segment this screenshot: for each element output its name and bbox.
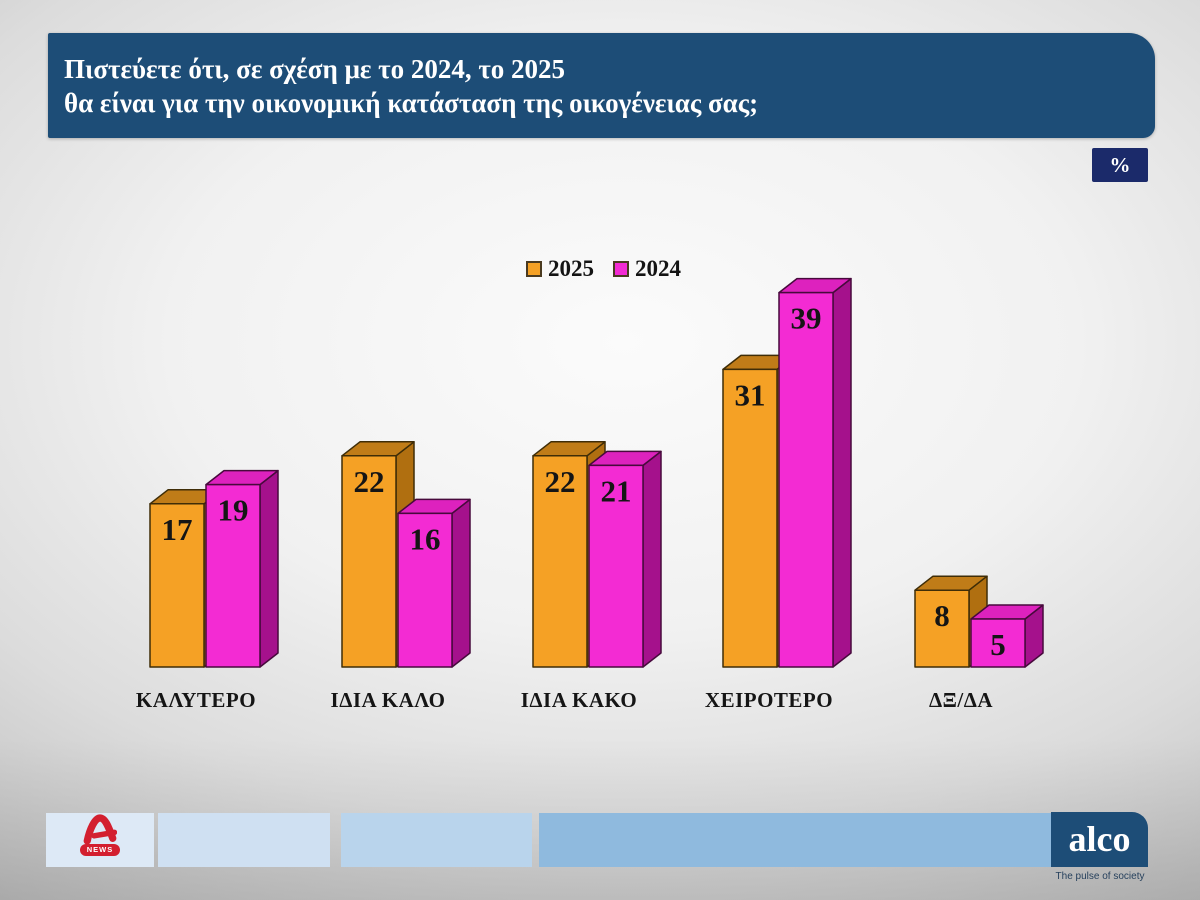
alpha-news-pill: NEWS	[79, 844, 121, 856]
bar-2025-ΙΔΙΑ ΚΑΛΟ	[341, 455, 397, 668]
value-label-2025-ΔΞ/ΔΑ: 8	[934, 598, 950, 633]
chart-legend: 2025 2024	[526, 256, 681, 282]
bar-2025-ΧΕΙΡΟΤΕΡΟ	[722, 368, 778, 668]
bar-side-face	[451, 498, 471, 668]
value-label-2024-ΧΕΙΡΟΤΕΡΟ: 39	[791, 301, 822, 336]
bar-group-5: 8 5 ΔΞ/ΔΑ	[914, 575, 1044, 712]
category-label-2: ΙΔΙΑ ΚΑΛΟ	[331, 688, 446, 712]
percent-badge: %	[1092, 148, 1148, 182]
value-label-2025-ΙΔΙΑ ΚΑΚΟ: 22	[545, 464, 576, 499]
value-label-2024-ΚΑΛΥΤΕΡΟ: 19	[218, 493, 249, 528]
bar-2024-ΔΞ/ΔΑ	[970, 618, 1026, 668]
question-header: Πιστεύετε ότι, σε σχέση με το 2024, το 2…	[48, 33, 1155, 138]
bar-2025-ΔΞ/ΔΑ	[914, 589, 970, 668]
bar-2024-ΚΑΛΥΤΕΡΟ	[205, 483, 261, 668]
legend-item-2025: 2025	[526, 256, 594, 282]
category-label-1: ΚΑΛΥΤΕΡΟ	[136, 688, 256, 712]
bar-group-1: 17 19 ΚΑΛΥΤΕΡΟ	[136, 469, 279, 712]
footer-segment-3	[341, 813, 532, 867]
question-line-2: θα είναι για την οικονομική κατάσταση τη…	[64, 88, 759, 118]
bar-2025-ΙΔΙΑ ΚΑΚΟ	[532, 455, 588, 668]
legend-label-2025: 2025	[548, 256, 594, 281]
value-label-2024-ΙΔΙΑ ΚΑΚΟ: 21	[601, 473, 632, 508]
bar-group-2: 22 16 ΙΔΙΑ ΚΑΛΟ	[331, 441, 471, 712]
bar-2024-ΙΔΙΑ ΚΑΚΟ	[588, 464, 644, 668]
bar-2025-ΚΑΛΥΤΕΡΟ	[149, 503, 205, 668]
bar-side-face	[259, 469, 279, 668]
footer-segment-4	[539, 813, 1052, 867]
value-label-2025-ΧΕΙΡΟΤΕΡΟ: 31	[735, 377, 766, 412]
bar-group-3: 22 21 ΙΔΙΑ ΚΑΚΟ	[521, 441, 662, 712]
footer-segment-1	[46, 813, 154, 867]
footer-segment-2	[158, 813, 330, 867]
value-label-2025-ΙΔΙΑ ΚΑΛΟ: 22	[354, 464, 385, 499]
alpha-news-logo: NEWS	[72, 814, 128, 864]
bar-group-4: 31 39 ΧΕΙΡΟΤΕΡΟ	[705, 277, 852, 712]
value-label-2025-ΚΑΛΥΤΕΡΟ: 17	[162, 512, 193, 547]
alco-logo: alco	[1051, 812, 1148, 867]
legend-item-2024: 2024	[613, 256, 681, 282]
bar-2024-ΧΕΙΡΟΤΕΡΟ	[778, 291, 834, 668]
category-label-5: ΔΞ/ΔΑ	[929, 688, 993, 712]
category-label-3: ΙΔΙΑ ΚΑΚΟ	[521, 688, 638, 712]
bar-side-face	[642, 450, 662, 668]
alco-tagline: The pulse of society	[1055, 871, 1145, 882]
legend-label-2024: 2024	[635, 256, 681, 281]
question-line-1: Πιστεύετε ότι, σε σχέση με το 2024, το 2…	[64, 54, 566, 84]
alpha-a-icon	[83, 814, 117, 844]
alco-wordmark: alco	[1068, 818, 1131, 859]
bar-2024-ΙΔΙΑ ΚΑΛΟ	[397, 512, 453, 668]
legend-swatch-2025-icon	[526, 261, 542, 277]
value-label-2024-ΙΔΙΑ ΚΑΛΟ: 16	[410, 521, 441, 556]
bar-side-face	[832, 277, 852, 668]
category-label-4: ΧΕΙΡΟΤΕΡΟ	[705, 688, 833, 712]
legend-swatch-2024-icon	[613, 261, 629, 277]
value-label-2024-ΔΞ/ΔΑ: 5	[990, 627, 1006, 662]
